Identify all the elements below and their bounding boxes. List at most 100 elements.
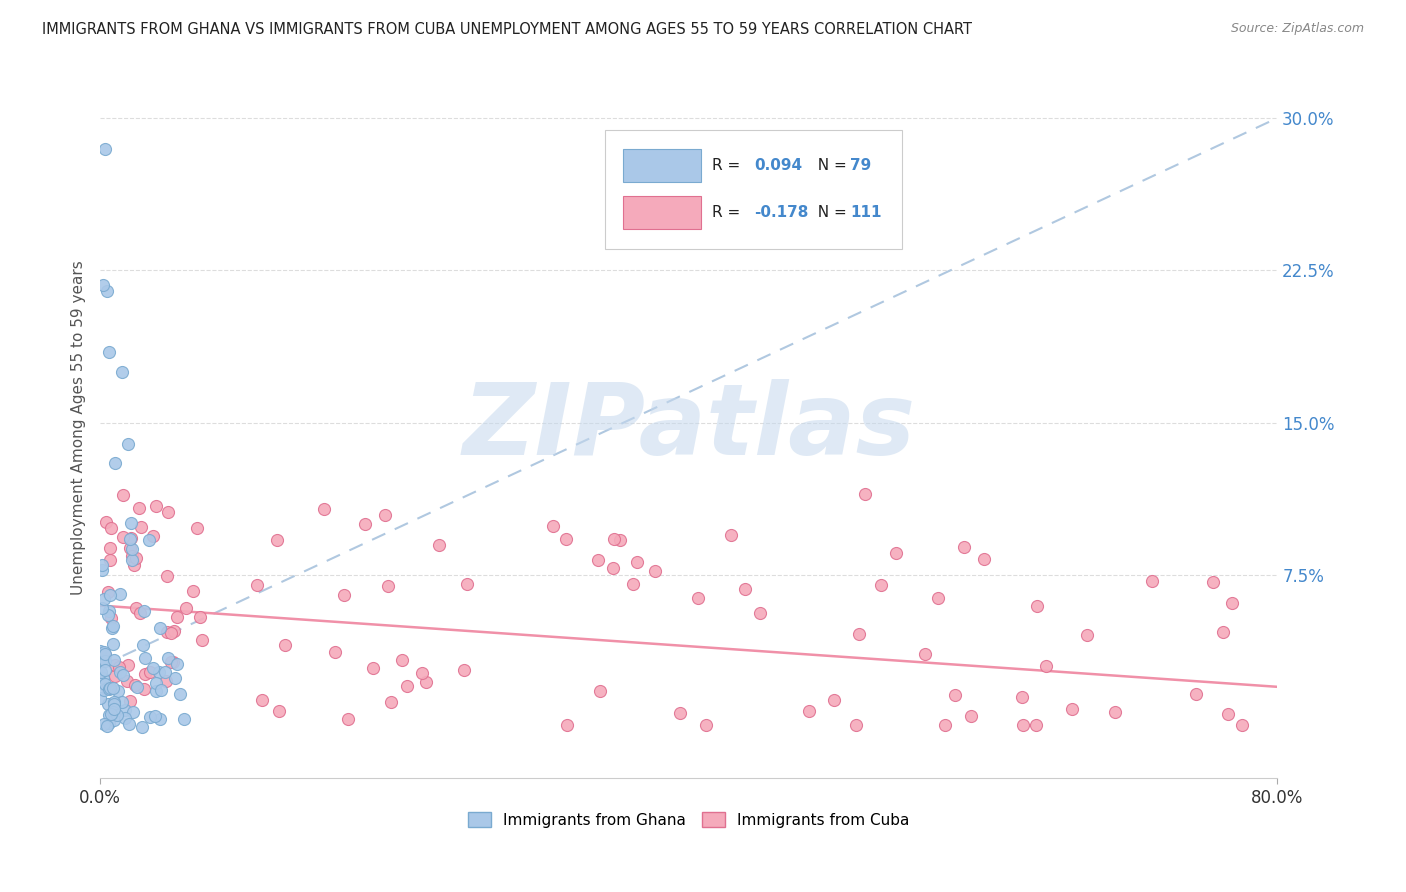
Y-axis label: Unemployment Among Ages 55 to 59 years: Unemployment Among Ages 55 to 59 years	[72, 260, 86, 595]
Point	[848, 627, 870, 641]
Point	[91, 653, 114, 667]
Point	[138, 665, 160, 679]
Point	[173, 712, 195, 726]
Point	[1076, 628, 1098, 642]
Text: IMMIGRANTS FROM GHANA VS IMMIGRANTS FROM CUBA UNEMPLOYMENT AMONG AGES 55 TO 59 Y: IMMIGRANTS FROM GHANA VS IMMIGRANTS FROM…	[42, 22, 972, 37]
Point	[93, 716, 115, 731]
Point	[603, 532, 626, 546]
Point	[101, 618, 124, 632]
Point	[166, 657, 188, 672]
Point	[799, 704, 821, 718]
Point	[166, 609, 188, 624]
Point	[156, 625, 179, 640]
Legend: Immigrants from Ghana, Immigrants from Cuba: Immigrants from Ghana, Immigrants from C…	[463, 805, 915, 834]
Point	[1185, 687, 1208, 701]
Text: 111: 111	[851, 205, 882, 220]
Point	[94, 654, 117, 668]
Point	[108, 660, 131, 674]
Point	[107, 683, 129, 698]
Point	[181, 583, 204, 598]
Point	[188, 610, 211, 624]
Point	[94, 515, 117, 529]
Point	[720, 528, 742, 542]
Point	[1011, 690, 1033, 705]
Point	[98, 682, 121, 697]
Point	[143, 708, 166, 723]
Point	[122, 706, 145, 720]
Point	[118, 541, 141, 556]
Point	[145, 499, 167, 513]
Point	[361, 660, 384, 674]
Point	[377, 579, 399, 593]
Point	[104, 456, 127, 470]
Point	[323, 645, 346, 659]
Point	[853, 487, 876, 501]
Point	[111, 365, 134, 379]
Point	[150, 682, 173, 697]
Point	[269, 704, 291, 718]
Point	[103, 695, 125, 709]
Point	[555, 718, 578, 732]
Point	[91, 671, 114, 685]
Point	[107, 708, 129, 723]
Point	[1035, 659, 1057, 673]
Point	[98, 604, 121, 618]
Point	[117, 437, 139, 451]
Point	[104, 669, 127, 683]
Point	[101, 705, 124, 719]
Point	[93, 645, 115, 659]
Point	[148, 665, 170, 680]
Point	[1142, 574, 1164, 589]
Text: R =: R =	[713, 205, 745, 220]
Point	[870, 578, 893, 592]
Point	[121, 552, 143, 566]
Point	[108, 665, 131, 679]
Point	[456, 577, 478, 591]
Point	[101, 681, 124, 695]
Point	[1202, 574, 1225, 589]
Point	[103, 702, 125, 716]
Point	[669, 706, 692, 721]
Point	[101, 621, 124, 635]
Point	[186, 521, 208, 535]
Point	[145, 676, 167, 690]
Point	[1218, 706, 1240, 721]
Text: ZIPatlas: ZIPatlas	[463, 379, 915, 476]
Point	[103, 713, 125, 727]
Point	[160, 655, 183, 669]
Point	[686, 591, 709, 606]
Point	[98, 681, 121, 696]
Point	[626, 555, 648, 569]
Point	[943, 688, 966, 702]
Point	[411, 665, 433, 680]
Point	[90, 665, 112, 679]
Point	[1104, 705, 1126, 719]
Point	[953, 541, 976, 555]
Point	[118, 693, 141, 707]
Point	[114, 703, 136, 717]
Point	[121, 549, 143, 563]
Point	[111, 695, 134, 709]
Point	[139, 710, 162, 724]
Point	[108, 587, 131, 601]
Point	[93, 648, 115, 662]
Point	[97, 344, 120, 359]
Point	[973, 551, 995, 566]
Point	[132, 681, 155, 696]
Point	[103, 653, 125, 667]
Point	[162, 655, 184, 669]
Point	[124, 551, 146, 566]
Point	[120, 516, 142, 530]
Point	[94, 677, 117, 691]
Text: 79: 79	[851, 158, 872, 173]
Point	[94, 663, 117, 677]
Point	[914, 647, 936, 661]
Point	[1012, 718, 1035, 732]
Point	[163, 671, 186, 685]
Point	[609, 533, 631, 548]
Point	[333, 588, 356, 602]
Point	[124, 678, 146, 692]
Point	[89, 691, 111, 706]
Point	[734, 582, 756, 596]
Point	[127, 680, 149, 694]
